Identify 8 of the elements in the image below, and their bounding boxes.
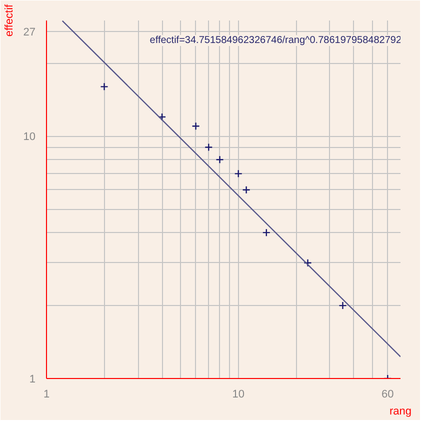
y-tick-label: 27 [23, 26, 36, 39]
y-axis-title: effectif [3, 3, 16, 37]
y-tick-label: 10 [23, 131, 36, 144]
x-tick-label: 60 [382, 388, 394, 400]
x-tick-label: 1 [43, 388, 50, 400]
x-tick-label: 10 [232, 388, 244, 400]
x-axis-title: rang [389, 406, 412, 418]
y-tick-label: 1 [29, 374, 36, 386]
